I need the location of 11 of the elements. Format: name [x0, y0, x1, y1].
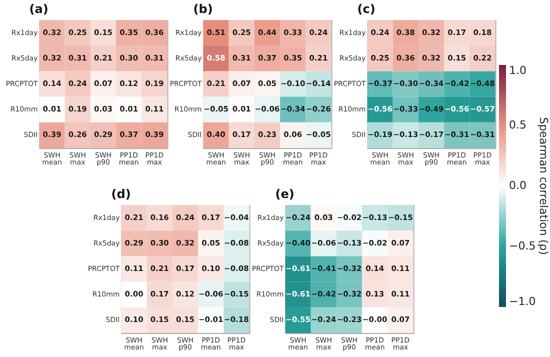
chart-title: (e)	[275, 187, 294, 201]
color-bar-label: 1.0	[509, 64, 526, 77]
color-bar-label: −0.5	[509, 240, 536, 252]
color-bar-label: 0.0	[509, 179, 526, 192]
chart-title: (d)	[111, 187, 131, 201]
color-bar-label: −1.0	[509, 295, 536, 308]
chart-title: (a)	[29, 2, 48, 16]
color-bar-title: Spearman correlation (ρ)	[537, 117, 550, 255]
chart-title: (c)	[357, 2, 376, 16]
color-bar-label: 0.5	[509, 118, 526, 132]
chart-title: (b)	[193, 2, 213, 16]
